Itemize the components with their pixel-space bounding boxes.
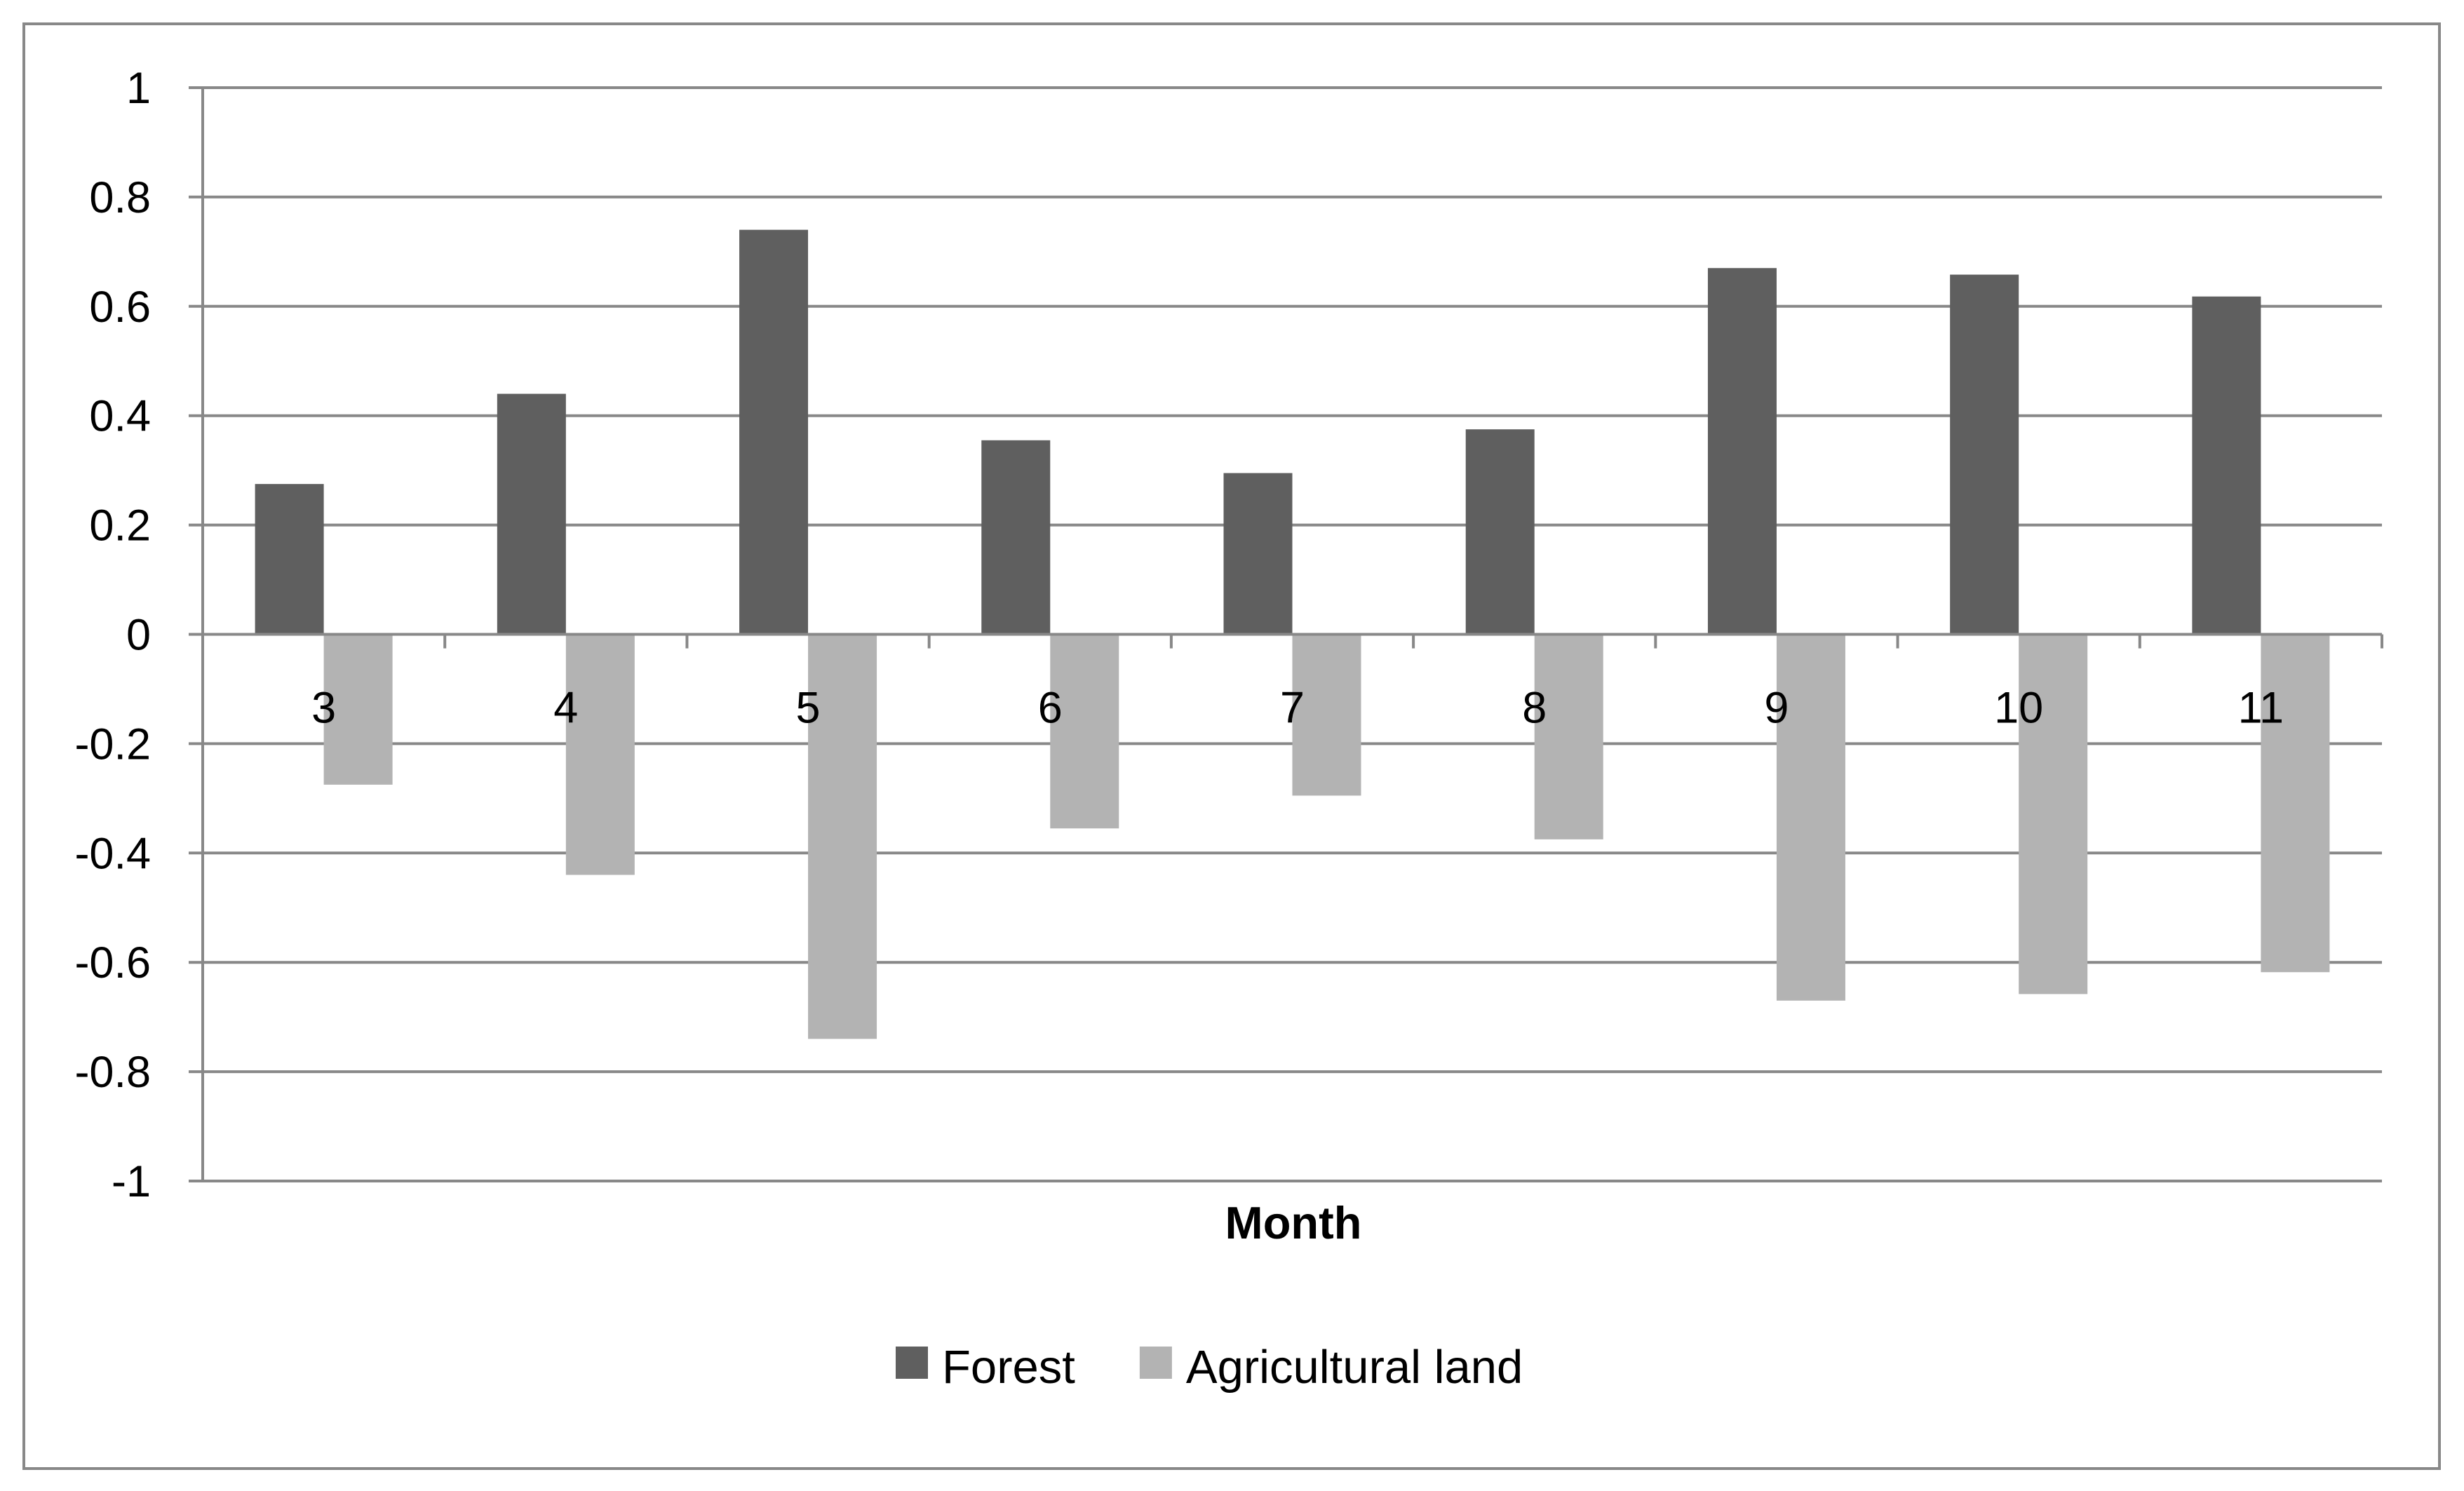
x-tick-label: 10	[1994, 684, 2043, 733]
y-tick-label: -0.6	[74, 938, 151, 987]
bar-agricultural-land-4	[565, 634, 635, 875]
bar-forest-9	[1707, 268, 1777, 635]
bar-forest-4	[497, 393, 566, 635]
y-tick-label: 1	[126, 64, 151, 113]
y-tick-label: 0	[126, 611, 151, 660]
bar-agricultural-land-8	[1534, 634, 1603, 839]
x-tick-label: 3	[311, 684, 336, 733]
bar-forest-5	[739, 229, 809, 635]
legend-label-agricultural-land: Agricultural land	[1186, 1341, 1523, 1394]
y-tick-label: -0.4	[74, 829, 151, 878]
bar-agricultural-land-11	[2261, 634, 2330, 973]
x-axis-title: Month	[1225, 1197, 1362, 1248]
y-tick-label: -0.8	[74, 1048, 151, 1097]
legend-swatch-forest	[896, 1347, 928, 1379]
bar-forest-11	[2192, 296, 2261, 635]
x-tick-labels: 3 4 5 6 7 8 9 10 11	[311, 684, 2284, 733]
bar-agricultural-land-10	[2019, 634, 2088, 994]
y-tick-labels: 1 0.8 0.6 0.4 0.2 0 -0.2 -0.4 -0.6 -0.8 -1	[74, 64, 151, 1206]
bar-forest-10	[1950, 274, 2019, 635]
x-tick-label: 8	[1522, 684, 1547, 733]
legend-swatch-agricultural-land	[1139, 1347, 1172, 1379]
bar-forest-6	[981, 440, 1051, 635]
bar-agricultural-land-3	[323, 634, 393, 785]
bar-agricultural-land-7	[1292, 634, 1361, 796]
x-tick-label: 5	[796, 684, 821, 733]
y-tick-label: 0.4	[89, 392, 151, 441]
bars	[255, 229, 2330, 1039]
x-tick-label: 7	[1280, 684, 1305, 733]
x-tick-label: 6	[1038, 684, 1063, 733]
bar-agricultural-land-6	[1050, 634, 1119, 829]
bar-agricultural-land-9	[1776, 634, 1845, 1001]
axes	[189, 86, 2383, 1182]
x-tick-label: 9	[1764, 684, 1789, 733]
legend-label-forest: Forest	[942, 1341, 1075, 1394]
y-tick-label: -1	[112, 1157, 151, 1206]
y-tick-label: 0.6	[89, 283, 151, 332]
bar-forest-3	[255, 484, 324, 635]
y-tick-label: -0.2	[74, 720, 151, 769]
y-tick-label: 0.2	[89, 501, 151, 551]
bar-forest-8	[1465, 429, 1535, 635]
bar-agricultural-land-5	[808, 634, 877, 1039]
bar-forest-7	[1223, 473, 1293, 635]
y-tick-label: 0.8	[89, 173, 151, 222]
legend: Forest Agricultural land	[896, 1341, 1523, 1394]
x-tick-label: 4	[553, 684, 578, 733]
x-tick-label: 11	[2238, 684, 2284, 733]
